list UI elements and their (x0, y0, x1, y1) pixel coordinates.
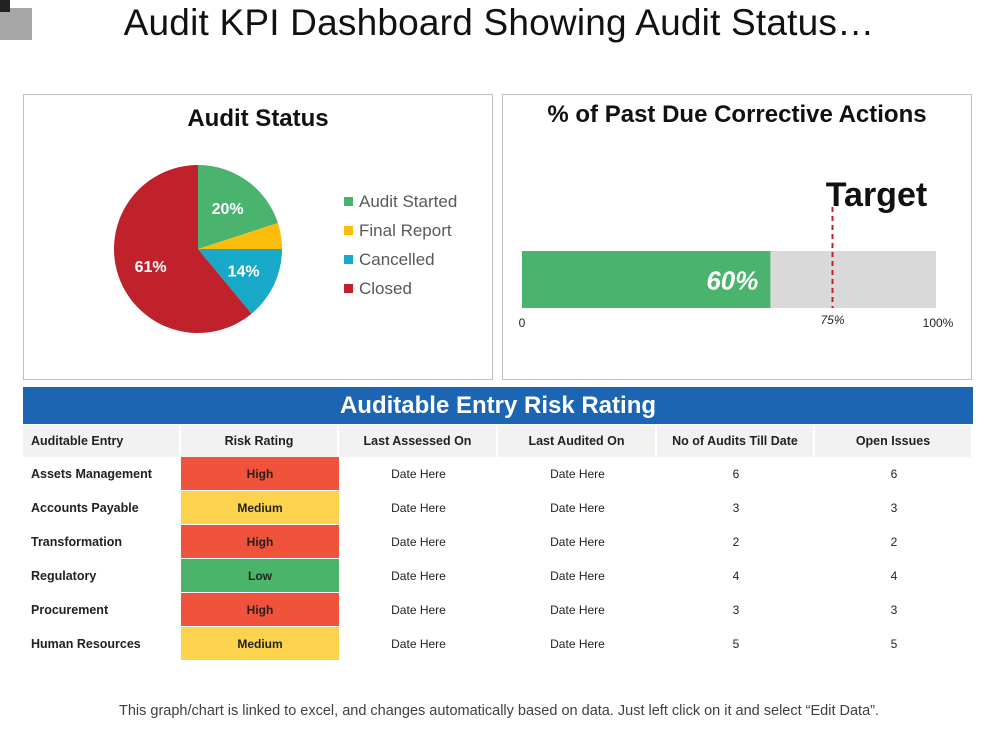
audit-count-cell: 5 (657, 627, 815, 661)
column-header: Last Assessed On (339, 425, 498, 457)
pie-slice-audit-started (198, 165, 278, 249)
legend-label: Audit Started (359, 191, 458, 211)
legend-label: Cancelled (359, 249, 435, 269)
auditable-entry-cell: Procurement (23, 593, 181, 627)
audit-count-cell: 2 (657, 525, 815, 559)
table-row: Transformation High Date Here Date Here 2 2 (23, 525, 973, 559)
risk-table-title: Auditable Entry Risk Rating (23, 387, 973, 424)
last-audited-cell: Date Here (498, 525, 657, 559)
risk-rating-cell: High (181, 457, 339, 491)
open-issues-cell: 2 (815, 525, 973, 559)
open-issues-cell: 5 (815, 627, 973, 661)
auditable-entry-cell: Assets Management (23, 457, 181, 491)
auditable-entry-cell: Transformation (23, 525, 181, 559)
audit-status-pie-chart: 20% 14% 61% (113, 165, 282, 333)
audit-count-cell: 3 (657, 491, 815, 525)
column-header: Auditable Entry (23, 425, 181, 457)
risk-rating-cell: Low (181, 559, 339, 593)
column-header: No of Audits Till Date (657, 425, 815, 457)
past-due-bar-chart: 60% Target 0 75% 100% (519, 176, 954, 330)
pie-chart-title: Audit Status (187, 105, 329, 132)
pie-data-label: 61% (135, 259, 167, 276)
last-assessed-cell: Date Here (339, 627, 498, 661)
last-assessed-cell: Date Here (339, 593, 498, 627)
bar-chart-title: % of Past Due Corrective Actions (547, 101, 927, 128)
open-issues-cell: 6 (815, 457, 973, 491)
legend-item: Closed (344, 274, 457, 303)
table-row: Assets Management High Date Here Date Here 6… (23, 457, 973, 491)
axis-tick-label: 75% (820, 313, 844, 327)
axis-tick-label: 0 (519, 316, 526, 330)
audit-count-cell: 4 (657, 559, 815, 593)
auditable-entry-cell: Regulatory (23, 559, 181, 593)
target-label: Target (826, 176, 927, 214)
risk-rating-cell: Medium (181, 627, 339, 661)
legend-swatch (344, 284, 353, 293)
risk-rating-cell: High (181, 525, 339, 559)
pie-slice-cancelled (198, 249, 282, 314)
column-header: Open Issues (815, 425, 973, 457)
last-audited-cell: Date Here (498, 559, 657, 593)
legend-swatch (344, 197, 353, 206)
footnote: This graph/chart is linked to excel, and… (118, 703, 880, 719)
last-audited-cell: Date Here (498, 491, 657, 525)
pie-data-label: 14% (228, 263, 260, 280)
last-audited-cell: Date Here (498, 627, 657, 661)
last-assessed-cell: Date Here (339, 491, 498, 525)
auditable-entry-cell: Accounts Payable (23, 491, 181, 525)
table-row: Regulatory Low Date Here Date Here 4 4 (23, 559, 973, 593)
legend-swatch (344, 226, 353, 235)
table-row: Accounts Payable Medium Date Here Date Here… (23, 491, 973, 525)
column-header: Last Audited On (498, 425, 657, 457)
last-assessed-cell: Date Here (339, 525, 498, 559)
open-issues-cell: 4 (815, 559, 973, 593)
last-audited-cell: Date Here (498, 593, 657, 627)
auditable-entry-cell: Human Resources (23, 627, 181, 661)
last-assessed-cell: Date Here (339, 559, 498, 593)
legend-item: Audit Started (344, 187, 457, 216)
open-issues-cell: 3 (815, 491, 973, 525)
legend-label: Closed (359, 278, 412, 298)
risk-rating-cell: High (181, 593, 339, 627)
open-issues-cell: 3 (815, 593, 973, 627)
bar-value-label: 60% (706, 266, 758, 296)
legend-label: Final Report (359, 220, 452, 240)
pie-slice-final-report (198, 223, 282, 249)
axis-tick-label: 100% (923, 316, 954, 330)
table-header-row: Auditable Entry Risk Rating Last Assesse… (23, 425, 973, 457)
audit-count-cell: 3 (657, 593, 815, 627)
pie-legend: Audit Started Final Report Cancelled Closed (344, 187, 457, 303)
pie-slice-closed (113, 165, 252, 333)
page-title: Audit KPI Dashboard Showing Audit Status… (123, 2, 875, 43)
pie-data-label: 20% (212, 201, 244, 218)
legend-item: Final Report (344, 216, 457, 245)
column-header: Risk Rating (181, 425, 339, 457)
past-due-panel: % of Past Due Corrective Actions 60% Targ… (502, 94, 972, 380)
bar-fill (522, 251, 771, 308)
audit-status-panel: Audit Status 20% 14% 61% Audit Started Fina… (23, 94, 493, 380)
legend-item: Cancelled (344, 245, 457, 274)
last-audited-cell: Date Here (498, 457, 657, 491)
last-assessed-cell: Date Here (339, 457, 498, 491)
table-row: Human Resources Medium Date Here Date Here 5… (23, 627, 973, 661)
risk-rating-table: Auditable Entry Risk Rating Last Assesse… (23, 425, 973, 661)
table-row: Procurement High Date Here Date Here 3 3 (23, 593, 973, 627)
audit-count-cell: 6 (657, 457, 815, 491)
risk-rating-cell: Medium (181, 491, 339, 525)
legend-swatch (344, 255, 353, 264)
logo-icon (0, 0, 32, 40)
